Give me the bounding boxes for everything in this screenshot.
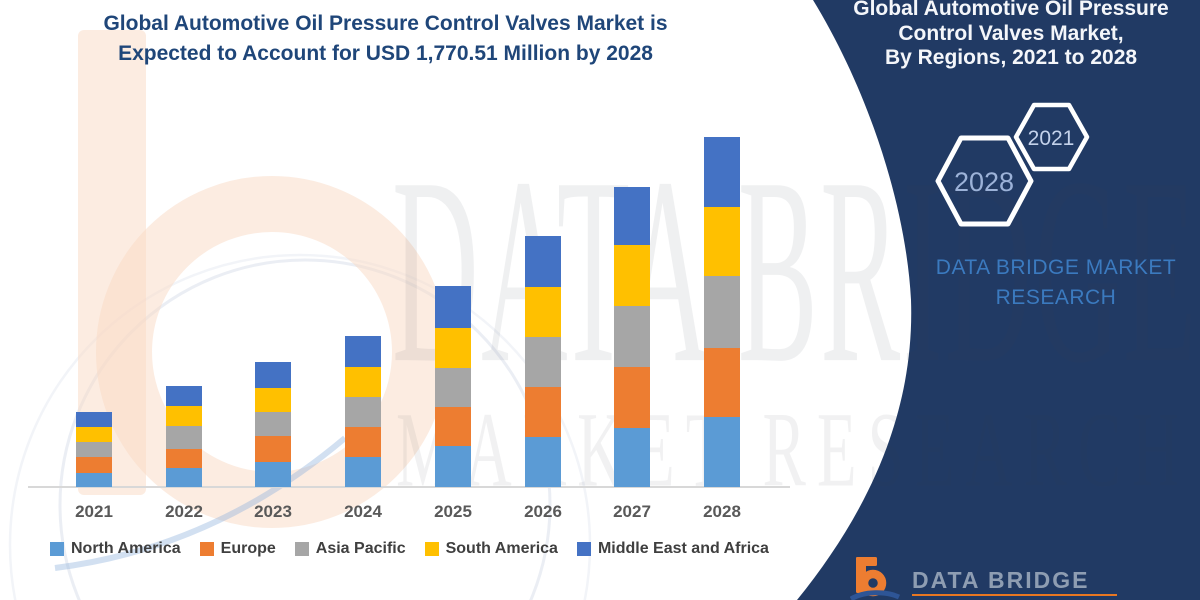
bar-segment-asia-pacific-2027 (614, 306, 650, 367)
brand-wordmark-line1: DATA BRIDGE MARKET (935, 256, 1177, 279)
legend-label: South America (445, 540, 558, 557)
bar-segment-europe-2027 (614, 366, 650, 428)
bar-segment-north-america-2024 (345, 457, 381, 487)
bar-segment-europe-2025 (435, 406, 471, 447)
page-title: Global Automotive Oil Pressure Control V… (58, 9, 713, 69)
bar-segment-asia-pacific-2025 (435, 367, 471, 407)
legend-swatch-icon (424, 542, 439, 556)
logo-b-topbar (856, 557, 877, 566)
legend-label: Asia Pacific (315, 540, 406, 557)
legend-item-europe: Europe (199, 540, 276, 558)
x-axis-label-2021: 2021 (75, 502, 113, 521)
databridge-logo-icon (850, 557, 900, 600)
x-axis-line (28, 486, 790, 488)
bar-segment-north-america-2022 (166, 467, 202, 487)
brand-wordmark: DATA BRIDGE MARKET RESEARCH (900, 253, 1200, 313)
logo-name: DATA BRIDGE (912, 567, 1090, 593)
bar-segment-middle-east-and-africa-2024 (345, 336, 381, 367)
bar-segment-asia-pacific-2024 (345, 397, 381, 428)
panel-title-line3: By Regions, 2021 to 2028 (884, 46, 1138, 69)
bar-segment-south-america-2024 (345, 366, 381, 398)
panel-title-line2: Control Valves Market, (898, 21, 1124, 45)
page-title-line2: Expected to Account for USD 1,770.51 Mil… (118, 42, 653, 65)
logo-b-bowl (859, 569, 887, 597)
bar-segment-south-america-2027 (614, 245, 650, 307)
bar-segment-south-america-2023 (255, 388, 291, 412)
logo-divider (912, 594, 1117, 596)
x-axis-label-2027: 2027 (613, 502, 651, 521)
bar-segment-asia-pacific-2023 (255, 411, 291, 437)
logo-text: DATA BRIDGE MARKET RESEARCH (912, 556, 1117, 600)
legend-label: Europe (220, 540, 276, 557)
bar-segment-middle-east-and-africa-2028 (704, 137, 740, 207)
bar-segment-middle-east-and-africa-2025 (435, 286, 471, 329)
bar-segment-south-america-2021 (76, 426, 112, 443)
bar-segment-middle-east-and-africa-2027 (614, 187, 650, 246)
chart-legend: North America Europe Asia Pacific South Ame… (50, 540, 769, 558)
bar-segment-europe-2028 (704, 347, 740, 417)
bar-segment-north-america-2028 (704, 416, 740, 487)
x-axis-label-2028: 2028 (703, 502, 741, 521)
legend-swatch-icon (199, 542, 214, 556)
bar-segment-north-america-2021 (76, 472, 112, 487)
legend-swatch-icon (576, 542, 591, 556)
legend-item-middle-east-and-africa: Middle East and Africa (576, 540, 769, 558)
bar-segment-middle-east-and-africa-2021 (76, 412, 112, 427)
bar-segment-europe-2023 (255, 436, 291, 462)
x-axis-label-2022: 2022 (165, 502, 203, 521)
legend-item-south-america: South America (424, 540, 558, 558)
bar-segment-europe-2022 (166, 448, 202, 468)
bar-segment-north-america-2027 (614, 427, 650, 487)
bar-segment-europe-2024 (345, 427, 381, 458)
legend-item-north-america: North America (50, 540, 181, 558)
bar-segment-asia-pacific-2028 (704, 275, 740, 348)
legend-item-asia-pacific: Asia Pacific (294, 540, 406, 558)
bar-segment-asia-pacific-2022 (166, 426, 202, 449)
bar-segment-asia-pacific-2021 (76, 442, 112, 457)
navy-panel-shape (797, 0, 1200, 600)
logo-swoosh (850, 590, 900, 600)
legend-label: North America (71, 540, 181, 557)
bar-segment-europe-2021 (76, 456, 112, 473)
bar-segment-north-america-2026 (525, 437, 561, 487)
legend-label: Middle East and Africa (597, 540, 769, 557)
x-axis-label-2024: 2024 (344, 502, 382, 521)
x-axis-label-2023: 2023 (254, 502, 292, 521)
bar-segment-middle-east-and-africa-2026 (525, 236, 561, 287)
legend-swatch-icon (50, 542, 64, 556)
bar-segment-north-america-2025 (435, 446, 471, 487)
bar-segment-north-america-2023 (255, 461, 291, 487)
bar-segment-south-america-2028 (704, 206, 740, 276)
bar-segment-asia-pacific-2026 (525, 336, 561, 387)
panel-title: Global Automotive Oil Pressure Control V… (845, 0, 1177, 71)
databridge-logo: DATA BRIDGE MARKET RESEARCH (850, 556, 1117, 600)
bar-segment-south-america-2026 (525, 286, 561, 337)
bar-segment-middle-east-and-africa-2022 (166, 386, 202, 406)
x-axis-label-2026: 2026 (524, 502, 562, 521)
brand-wordmark-line2: RESEARCH (995, 286, 1117, 309)
x-axis-label-2025: 2025 (434, 502, 472, 521)
page-title-line1: Global Automotive Oil Pressure Control V… (103, 12, 668, 35)
legend-swatch-icon (294, 542, 309, 556)
panel-title-line1: Global Automotive Oil Pressure (853, 0, 1169, 20)
bar-segment-south-america-2025 (435, 328, 471, 368)
bar-segment-south-america-2022 (166, 405, 202, 427)
bar-segment-europe-2026 (525, 386, 561, 438)
bar-segment-middle-east-and-africa-2023 (255, 362, 291, 389)
